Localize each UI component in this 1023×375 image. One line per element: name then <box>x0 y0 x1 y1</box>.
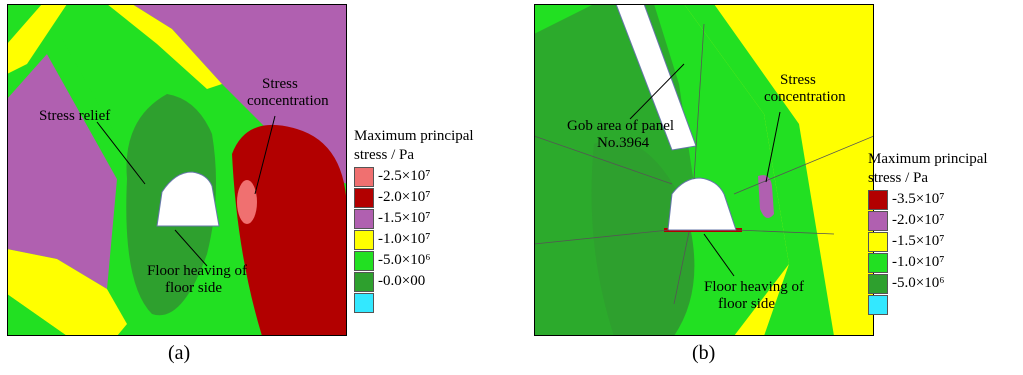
legend-value: -2.0×10⁷ <box>378 189 431 205</box>
annotation-stress-concentration-line2: concentration <box>247 93 329 109</box>
legend-entry: -2.0×10⁷ <box>868 210 988 231</box>
legend-title-line2: stress / Pa <box>354 147 414 163</box>
legend-entry: -2.0×10⁷ <box>354 187 474 208</box>
annotation-floor-heaving-line2: floor side <box>165 280 222 296</box>
legend-title-line2: stress / Pa <box>868 170 928 186</box>
legend-title-line1: Maximum principal <box>868 151 988 167</box>
legend-value: -2.5×10⁷ <box>378 168 431 184</box>
legend-title-line1: Maximum principal <box>354 128 474 144</box>
legend-swatch <box>868 210 888 231</box>
annotation-floor-heaving-line1: Floor heaving of <box>147 263 247 279</box>
annotation-gob-area-line1: Gob area of panel <box>567 118 674 134</box>
legend-a: Maximum principal stress / Pa -2.5×10⁷ -2… <box>354 128 474 313</box>
caption-b: (b) <box>692 342 716 364</box>
legend-value: -1.0×10⁷ <box>892 254 945 270</box>
legend-entry: -3.5×10⁷ <box>868 189 988 210</box>
legend-swatch <box>354 166 374 187</box>
legend-swatch <box>354 229 374 250</box>
legend-entry: -1.5×10⁷ <box>868 231 988 252</box>
stress-map-b: Gob area of panel No.3964 Stress concent… <box>534 4 874 336</box>
legend-swatch <box>354 292 374 313</box>
annotation-floor-heaving-line1: Floor heaving of <box>704 279 804 295</box>
legend-value: -1.5×10⁷ <box>892 233 945 249</box>
legend-swatch <box>868 294 888 315</box>
caption-a: (a) <box>168 342 191 364</box>
legend-value: -0.0×00 <box>378 273 426 289</box>
legend-value: -1.0×10⁷ <box>378 231 431 247</box>
legend-value: -1.5×10⁷ <box>378 210 431 226</box>
stress-contour-b: Gob area of panel No.3964 Stress concent… <box>534 4 874 336</box>
legend-b: Maximum principal stress / Pa -3.5×10⁷ -2… <box>868 151 988 315</box>
legend-entry <box>354 292 474 313</box>
annotation-stress-concentration-line2: concentration <box>764 89 846 105</box>
legend-entry: -5.0×10⁶ <box>868 273 988 294</box>
legend-entry <box>868 294 988 315</box>
legend-entry: -1.5×10⁷ <box>354 208 474 229</box>
annotation-stress-concentration-line1: Stress <box>780 72 816 88</box>
legend-swatch <box>354 271 374 292</box>
legend-value: -3.5×10⁷ <box>892 191 945 207</box>
stress-contour-a: Stress relief Stress concentration Floor… <box>7 4 347 336</box>
legend-swatch <box>868 189 888 210</box>
legend-value: -2.0×10⁷ <box>892 212 945 228</box>
legend-swatch <box>868 252 888 273</box>
annotation-stress-relief: Stress relief <box>39 108 110 124</box>
annotation-gob-area-line2: No.3964 <box>597 135 650 151</box>
legend-value: -5.0×10⁶ <box>378 252 431 268</box>
legend-swatch <box>354 187 374 208</box>
legend-swatch <box>868 273 888 294</box>
legend-entry: -1.0×10⁷ <box>354 229 474 250</box>
stress-map-a: Stress relief Stress concentration Floor… <box>7 4 347 336</box>
legend-entry: -1.0×10⁷ <box>868 252 988 273</box>
annotation-stress-concentration-line1: Stress <box>262 76 298 92</box>
legend-entry: -0.0×00 <box>354 271 474 292</box>
legend-swatch <box>868 231 888 252</box>
legend-value: -5.0×10⁶ <box>892 275 945 291</box>
legend-swatch <box>354 250 374 271</box>
legend-entry: -5.0×10⁶ <box>354 250 474 271</box>
legend-entry: -2.5×10⁷ <box>354 166 474 187</box>
legend-swatch <box>354 208 374 229</box>
annotation-floor-heaving-line2: floor side <box>718 296 775 312</box>
